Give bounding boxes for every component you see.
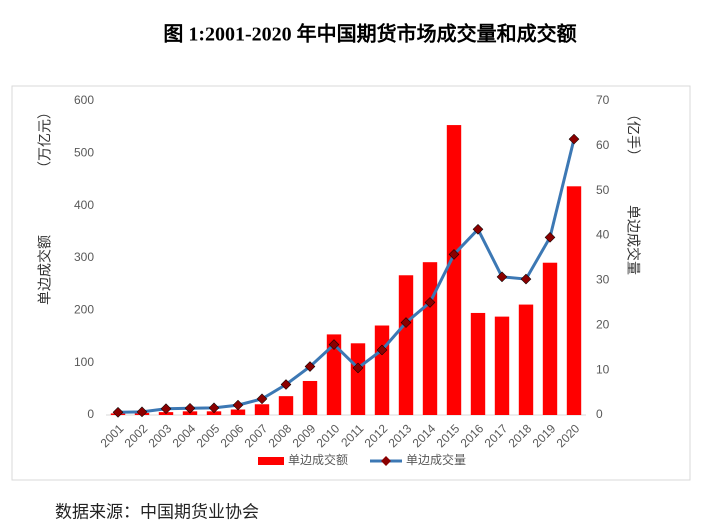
- source-note: 数据来源：中国期货业协会: [55, 502, 259, 521]
- marker: [352, 362, 364, 374]
- x-tick-label: 2017: [482, 421, 511, 450]
- y2-tick-label: 20: [596, 317, 610, 331]
- marker: [256, 393, 268, 405]
- bar: [470, 312, 486, 415]
- y2-tick-label: 70: [596, 93, 610, 107]
- x-tick-label: 2007: [242, 421, 271, 450]
- y-tick-label: 100: [74, 355, 94, 369]
- x-tick-label: 2011: [338, 421, 366, 449]
- y-tick-label: 0: [87, 407, 94, 421]
- bar: [326, 334, 342, 415]
- x-tick-label: 2016: [458, 421, 487, 450]
- x-tick-label: 2012: [362, 421, 391, 450]
- x-tick-label: 2002: [122, 421, 151, 450]
- bar: [494, 316, 510, 415]
- bar: [566, 186, 582, 415]
- bar: [374, 325, 390, 415]
- legend-label: 单边成交量: [406, 452, 466, 467]
- marker: [544, 232, 556, 243]
- y-label: 单边成交额: [37, 235, 53, 305]
- bar: [518, 304, 534, 415]
- y-tick-label: 600: [74, 93, 94, 107]
- marker: [208, 402, 220, 414]
- y2-label: 单边成交量: [625, 205, 641, 275]
- y2-unit: （亿手）: [625, 107, 641, 163]
- bar: [254, 404, 270, 415]
- bar: [278, 396, 294, 415]
- marker: [496, 271, 508, 283]
- legend-swatch: [258, 457, 284, 465]
- y2-tick-label: 30: [596, 273, 610, 287]
- x-tick-label: 2018: [506, 421, 535, 450]
- marker: [400, 317, 412, 328]
- x-tick-label: 2005: [194, 421, 223, 450]
- chart-title: 图 1:2001-2020 年中国期货市场成交量和成交额: [163, 22, 576, 46]
- y-unit: （万亿元）: [37, 105, 53, 175]
- x-tick-label: 2006: [218, 421, 247, 450]
- marker: [472, 223, 484, 235]
- marker: [424, 297, 436, 308]
- y-tick-label: 500: [74, 146, 94, 160]
- x-tick-label: 2013: [386, 421, 415, 450]
- marker: [184, 402, 196, 414]
- marker: [568, 133, 580, 145]
- y-tick-label: 200: [74, 303, 94, 317]
- x-tick-label: 2008: [266, 421, 295, 450]
- legend-marker: [381, 456, 391, 466]
- bar: [206, 411, 222, 415]
- x-tick-label: 2015: [434, 421, 463, 450]
- x-tick-label: 2010: [314, 421, 343, 450]
- marker: [448, 249, 460, 260]
- y2-tick-label: 40: [596, 228, 610, 242]
- x-tick-label: 2009: [290, 421, 319, 450]
- bar: [398, 275, 414, 415]
- y-tick-label: 300: [74, 250, 94, 264]
- marker: [376, 344, 388, 356]
- marker: [136, 406, 148, 418]
- y2-tick-label: 60: [596, 138, 610, 152]
- x-tick-label: 2019: [530, 421, 559, 450]
- marker: [280, 379, 292, 390]
- bar: [446, 125, 462, 415]
- bar: [350, 343, 366, 415]
- y2-tick-label: 0: [596, 407, 603, 421]
- bar: [302, 380, 318, 415]
- x-tick-label: 2001: [98, 421, 127, 450]
- marker: [328, 339, 340, 350]
- bar: [422, 262, 438, 415]
- marker: [232, 399, 244, 411]
- x-tick-label: 2020: [554, 421, 583, 450]
- y2-tick-label: 50: [596, 183, 610, 197]
- marker: [520, 273, 532, 285]
- y2-tick-label: 10: [596, 362, 610, 376]
- bar: [542, 262, 558, 415]
- marker: [160, 403, 172, 415]
- x-tick-label: 2004: [170, 421, 199, 450]
- marker: [304, 361, 316, 372]
- x-tick-label: 2003: [146, 421, 175, 450]
- marker: [112, 407, 124, 418]
- legend-label: 单边成交额: [288, 452, 348, 467]
- chart-frame: [11, 85, 691, 481]
- y-tick-label: 400: [74, 198, 94, 212]
- bar: [230, 409, 246, 415]
- x-tick-label: 2014: [410, 421, 439, 450]
